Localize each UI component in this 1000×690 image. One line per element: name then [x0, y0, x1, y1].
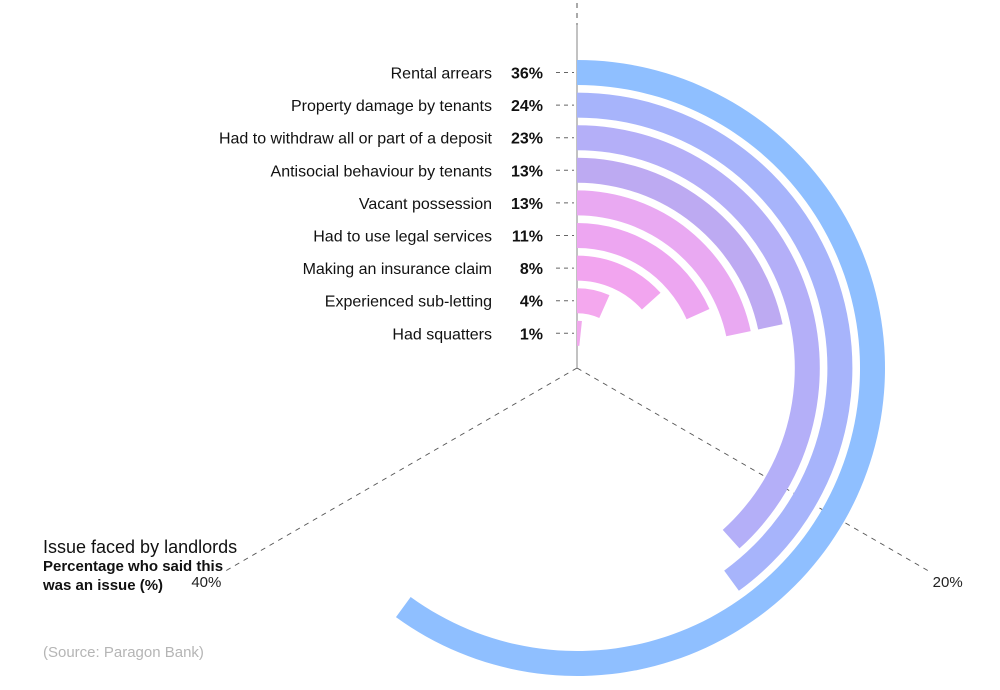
- legend: Issue faced by landlords Percentage who …: [43, 537, 363, 595]
- bar-4: [577, 190, 751, 337]
- tick-label-40: 40%: [191, 574, 221, 591]
- value-label-4: 13%: [511, 196, 543, 213]
- bar-6: [577, 255, 661, 310]
- category-label-8: Had squatters: [392, 326, 492, 343]
- tick-label-20: 20%: [933, 574, 963, 591]
- legend-subtitle-line2: was an issue (%): [43, 577, 164, 594]
- legend-title: Issue faced by landlords: [43, 537, 238, 557]
- value-label-8: 1%: [520, 326, 543, 343]
- bars: [395, 60, 885, 676]
- category-label-1: Property damage by tenants: [291, 98, 492, 115]
- value-label-2: 23%: [511, 131, 543, 148]
- bar-8: [577, 320, 582, 346]
- category-label-0: Rental arrears: [391, 66, 492, 83]
- value-label-6: 8%: [520, 261, 543, 278]
- value-label-3: 13%: [511, 163, 543, 180]
- source-note: (Source: Paragon Bank): [43, 644, 204, 661]
- category-labels: 36% Rental arrears 24% Property damage by t…: [219, 66, 574, 343]
- category-label-4: Vacant possession: [359, 196, 492, 213]
- bar-3: [577, 157, 783, 330]
- category-label-2: Had to withdraw all or part of a deposit: [219, 131, 493, 148]
- bar-2: [577, 125, 820, 549]
- category-label-7: Experienced sub-letting: [325, 294, 492, 311]
- value-label-1: 24%: [511, 98, 543, 115]
- gridline-20: [576, 367, 928, 571]
- category-label-5: Had to use legal services: [313, 229, 492, 246]
- legend-subtitle-line1: Percentage who said this: [43, 558, 224, 575]
- gridline-40: [226, 367, 578, 571]
- value-label-0: 36%: [511, 66, 543, 83]
- category-label-3: Antisocial behaviour by tenants: [271, 163, 492, 180]
- bar-7: [577, 288, 610, 318]
- value-label-7: 4%: [520, 294, 543, 311]
- bar-1: [577, 92, 853, 591]
- value-label-5: 11%: [512, 229, 543, 246]
- tick-labels: 20%40%60%: [191, 574, 963, 591]
- category-label-6: Making an insurance claim: [303, 261, 492, 278]
- bar-5: [577, 223, 710, 320]
